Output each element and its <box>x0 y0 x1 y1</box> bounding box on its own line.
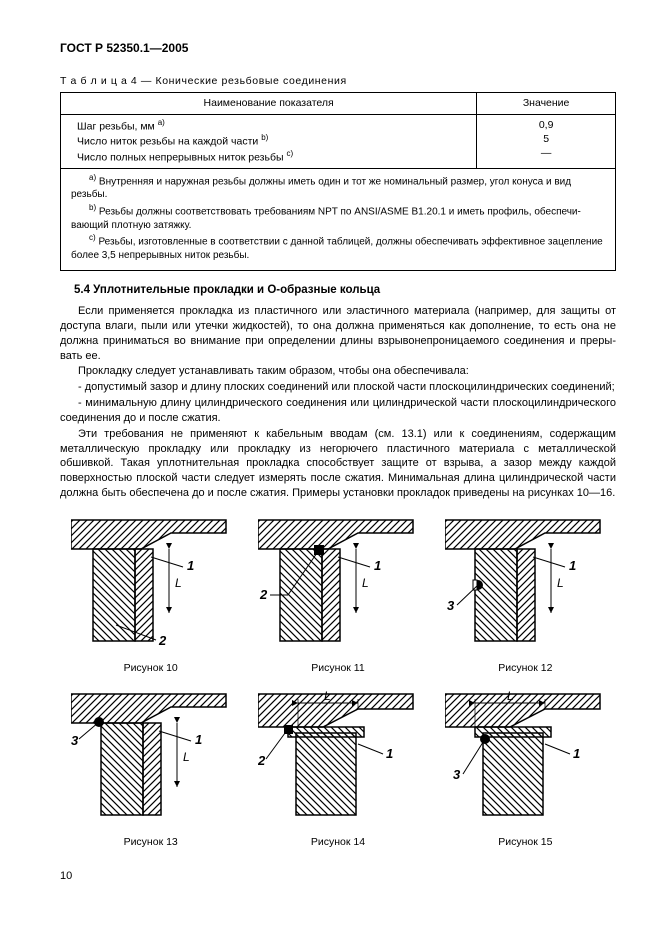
doc-header: ГОСТ Р 52350.1—2005 <box>60 40 616 56</box>
svg-text:3: 3 <box>447 598 455 613</box>
para-3: - допустимый зазор и длину плоских соеди… <box>60 380 616 395</box>
cell-block: Шаг резьбы, мм a) Число ниток резьбы на … <box>61 114 477 168</box>
svg-text:3: 3 <box>453 767 461 782</box>
para-4: - минимальную длину цилиндрического соед… <box>60 396 616 426</box>
note-a: Внутренняя и наружная резьбы должны имет… <box>71 176 571 201</box>
fig14-caption: Рисунок 14 <box>247 835 428 849</box>
figure-12: 1 3 L Рисунок 12 <box>435 515 616 675</box>
r3c1: Число полных непрерывных ниток резьбы <box>77 151 286 163</box>
section-5-4-title: 5.4 Уплотнительные прокладки и O-образны… <box>74 283 616 299</box>
table-caption: Т а б л и ц а 4 — Конические резьбовые с… <box>60 74 616 88</box>
svg-text:L: L <box>362 576 369 590</box>
figure-11: 1 2 L Рисунок 11 <box>247 515 428 675</box>
r2c1: Число ниток резьбы на каждой части <box>77 136 261 148</box>
svg-text:3: 3 <box>71 733 79 748</box>
r1c1: Шаг резьбы, мм <box>77 120 158 132</box>
para-2: Прокладку следует устанавливать таким об… <box>60 364 616 379</box>
table-notes: a) Внутренняя и наружная резьбы должны и… <box>60 169 616 271</box>
fig13-caption: Рисунок 13 <box>60 835 241 849</box>
r1c2: 0,9 <box>539 119 554 131</box>
r1sup: a) <box>158 118 165 127</box>
fig15-caption: Рисунок 15 <box>435 835 616 849</box>
th-name: Наименование показателя <box>61 93 477 114</box>
fig10-caption: Рисунок 10 <box>60 661 241 675</box>
svg-text:1: 1 <box>569 558 576 573</box>
svg-text:L: L <box>324 689 331 703</box>
figure-15: 3 1 L Рисунок 15 <box>435 689 616 849</box>
svg-text:2: 2 <box>259 587 268 602</box>
figure-10: 1 2 L Рисунок 10 <box>60 515 241 675</box>
figures-row-2: 3 1 L Рисунок 13 2 1 L Рисунок 14 <box>60 689 616 849</box>
note-b: Резьбы должны соответствовать требования… <box>71 206 581 231</box>
svg-text:1: 1 <box>195 732 202 747</box>
th-value: Значение <box>477 93 616 114</box>
r3sup: c) <box>286 149 293 158</box>
svg-text:1: 1 <box>386 746 393 761</box>
figure-14: 2 1 L Рисунок 14 <box>247 689 428 849</box>
fig12-caption: Рисунок 12 <box>435 661 616 675</box>
para-1: Если применяется прокладка из пластичног… <box>60 304 616 363</box>
fig11-caption: Рисунок 11 <box>247 661 428 675</box>
r3c2: — <box>541 147 552 159</box>
svg-text:L: L <box>557 576 564 590</box>
thread-table: Наименование показателя Значение Шаг рез… <box>60 92 616 168</box>
svg-text:2: 2 <box>158 633 167 648</box>
svg-text:L: L <box>183 750 190 764</box>
cell-vals: 0,9 5 — <box>477 114 616 168</box>
note-c-sup: c) <box>89 233 96 242</box>
figure-13: 3 1 L Рисунок 13 <box>60 689 241 849</box>
r2c2: 5 <box>543 133 549 145</box>
figures-row-1: 1 2 L Рисунок 10 1 2 L Рисунок 11 <box>60 515 616 675</box>
svg-text:1: 1 <box>187 558 194 573</box>
note-c: Резьбы, изготовленные в соответствии с д… <box>71 237 603 262</box>
svg-text:L: L <box>507 689 514 703</box>
svg-text:1: 1 <box>573 746 580 761</box>
svg-text:L: L <box>175 576 182 590</box>
r2sup: b) <box>261 133 268 142</box>
page-number: 10 <box>60 869 616 884</box>
svg-text:2: 2 <box>258 753 266 768</box>
svg-text:1: 1 <box>374 558 381 573</box>
para-5: Эти требования не применяют к кабельным … <box>60 427 616 501</box>
